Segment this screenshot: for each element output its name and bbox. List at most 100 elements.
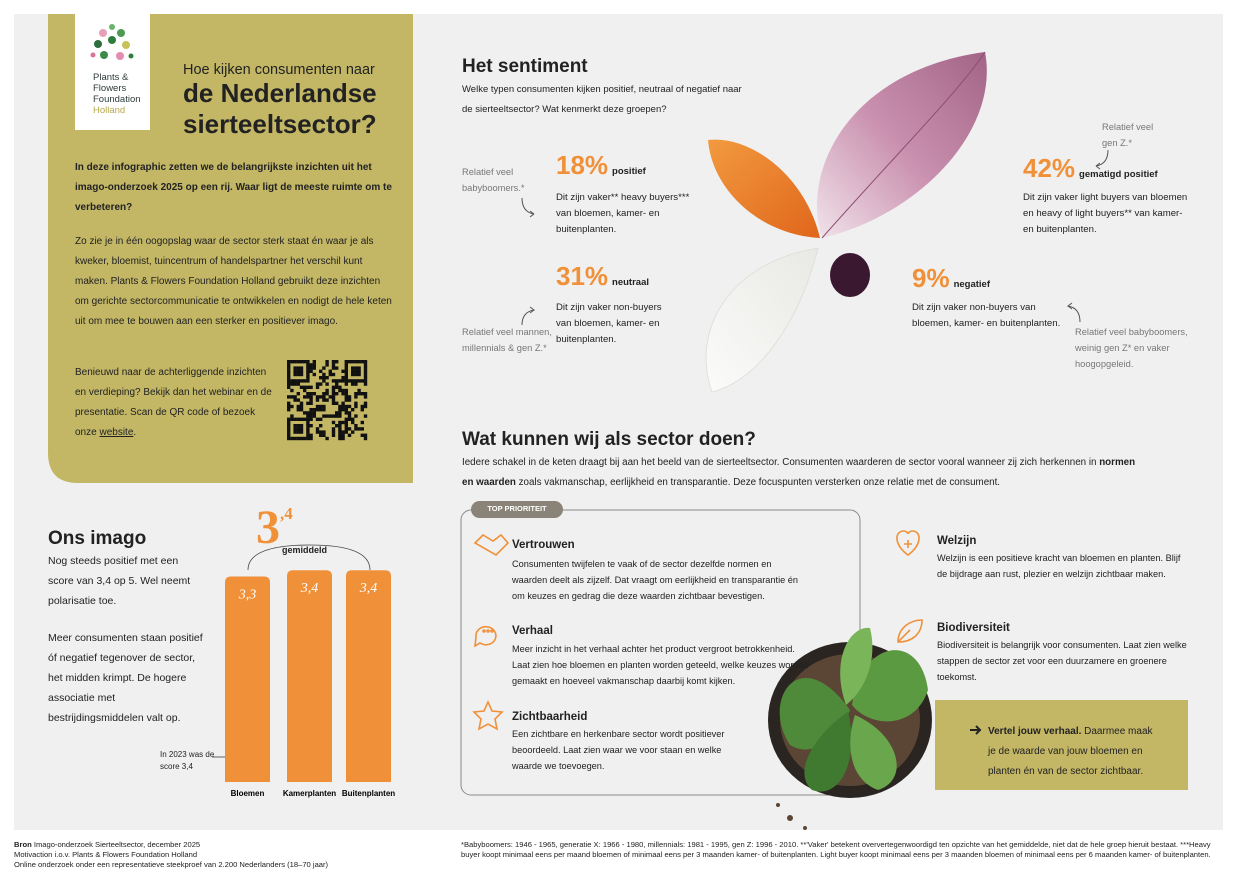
qr-module (293, 417, 297, 421)
qr-module (363, 414, 368, 418)
arrow (1095, 149, 1109, 170)
qr-module (293, 366, 297, 370)
qr-module (363, 372, 368, 377)
qr-module (299, 427, 304, 431)
logo-box (75, 14, 150, 130)
plant (768, 627, 932, 830)
qr-module (331, 430, 336, 434)
logo-line: Flowers (93, 83, 127, 94)
qr-module (325, 376, 329, 380)
qr-module (344, 427, 348, 431)
item-title: Welzijn (937, 535, 977, 547)
qr-module (331, 366, 336, 370)
qr-module (360, 433, 364, 437)
average-decimal: ,4 (280, 504, 293, 523)
qr-module (335, 392, 339, 396)
average-label: gemiddeld (282, 545, 328, 555)
qr-module (293, 436, 297, 441)
qr-module (341, 401, 345, 405)
source-line: Bron Imago-onderzoek Sierteeltsector, de… (14, 840, 328, 850)
percent: 9% (912, 263, 950, 293)
qr-module (344, 372, 348, 377)
qr-module (338, 420, 342, 425)
qr-module (293, 360, 297, 364)
qr-module (344, 363, 348, 367)
qr-module (303, 360, 307, 364)
qr-module (322, 366, 326, 370)
qr-module (312, 408, 316, 412)
qr-module (296, 408, 300, 412)
qr-module (331, 398, 336, 402)
qr-module (363, 382, 368, 386)
qr-module (309, 414, 313, 418)
x-tick-label: Buitenplanten (342, 789, 395, 798)
qr-module (315, 417, 320, 421)
qr-module (312, 392, 316, 396)
qr-module (360, 392, 364, 396)
qr-module (344, 430, 348, 434)
qr-module (293, 372, 297, 377)
logo-text: Plants & Flowers Foundation Holland (93, 72, 141, 116)
qr-module (290, 379, 294, 383)
kicker: Hoe kijken consumenten naar (183, 62, 375, 78)
source-label: Bron (14, 840, 32, 849)
qr-module (347, 398, 352, 402)
qr-module (325, 363, 329, 367)
average: 3,4 (256, 500, 293, 555)
qr-module (309, 411, 313, 415)
source-text: Imago-onderzoek Sierteeltsector, decembe… (31, 840, 201, 849)
qr-module (360, 420, 364, 425)
qr-module (303, 395, 307, 399)
qr-module (344, 417, 348, 421)
qr-module (287, 427, 291, 431)
qr-module (331, 433, 336, 437)
qr-module (335, 382, 339, 386)
actions-intro: Iedere schakel in de keten draagt bij aa… (462, 453, 1142, 493)
petal-orange (708, 139, 820, 238)
group-text: Dit zijn vaker non-buyers van bloemen, k… (912, 302, 1061, 329)
percent: 31% (556, 261, 609, 291)
qr-module (335, 414, 339, 418)
qr-module (331, 401, 336, 405)
qr-module (322, 392, 326, 396)
group-note: Relatief veel mannen, millennials & gen … (462, 327, 552, 353)
qr-module (309, 392, 313, 396)
qr-module (287, 436, 291, 441)
qr-module (287, 385, 291, 389)
qr-module (290, 417, 294, 421)
qr-module (331, 379, 336, 383)
qr-module (328, 414, 332, 418)
item-text: Consumenten twijfelen te vaak of de sect… (512, 559, 798, 601)
qr-module (299, 372, 304, 377)
qr-module (287, 401, 291, 405)
qr-module (338, 388, 342, 393)
qr-module (341, 408, 345, 412)
qr-module (319, 433, 323, 437)
logo-mark (90, 24, 134, 60)
group-label: positief (612, 166, 646, 177)
group-note: Relatief veel babyboomers, weinig gen Z*… (1075, 327, 1188, 369)
qr-module (351, 408, 355, 412)
qr-module (306, 420, 310, 425)
x-tick-label: Bloemen (231, 789, 265, 798)
qr-module (344, 411, 348, 415)
item-title: Verhaal (512, 625, 553, 637)
qr-module (357, 360, 361, 364)
qr-module (322, 404, 326, 409)
qr-module (331, 414, 336, 418)
qr-module (287, 408, 291, 412)
qr-module (344, 366, 348, 370)
qr-module (293, 430, 297, 434)
logo-line: Plants & (93, 72, 129, 83)
qr-module (299, 360, 304, 364)
cta-text: Daarmee maak je de waarde van jouw bloem… (988, 726, 1153, 777)
qr-module (296, 372, 300, 377)
qr-module (363, 360, 368, 364)
qr-module (306, 379, 310, 383)
qr-module (319, 382, 323, 386)
qr-module (325, 382, 329, 386)
group-text: Dit zijn vaker** heavy buyers*** van blo… (556, 192, 690, 235)
qr-module (344, 408, 348, 412)
website-link[interactable]: website (99, 427, 134, 438)
qr-module (363, 366, 368, 370)
